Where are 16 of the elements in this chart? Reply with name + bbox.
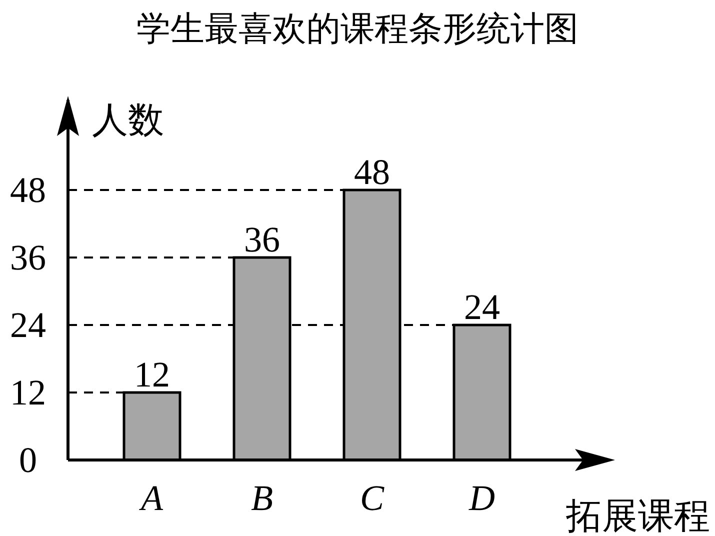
x-tick-label: B [251,478,273,518]
y-tick-label: 36 [10,238,46,278]
y-axis-title: 人数 [92,100,164,140]
data-label: 12 [134,354,170,394]
data-label: 48 [354,152,390,192]
x-tick-label: D [468,478,495,518]
y-tick-label: 12 [10,372,46,412]
x-tick-label: C [360,478,385,518]
x-axis-title: 拓展课程 [565,496,710,536]
x-tick-label: A [139,478,164,518]
data-label: 36 [244,220,280,260]
y-tick-label: 24 [10,305,46,345]
y-tick-label: 0 [19,440,37,480]
y-tick-label: 48 [10,170,46,210]
chart-title: 学生最喜欢的课程条形统计图 [136,11,578,48]
data-label: 24 [464,287,500,327]
